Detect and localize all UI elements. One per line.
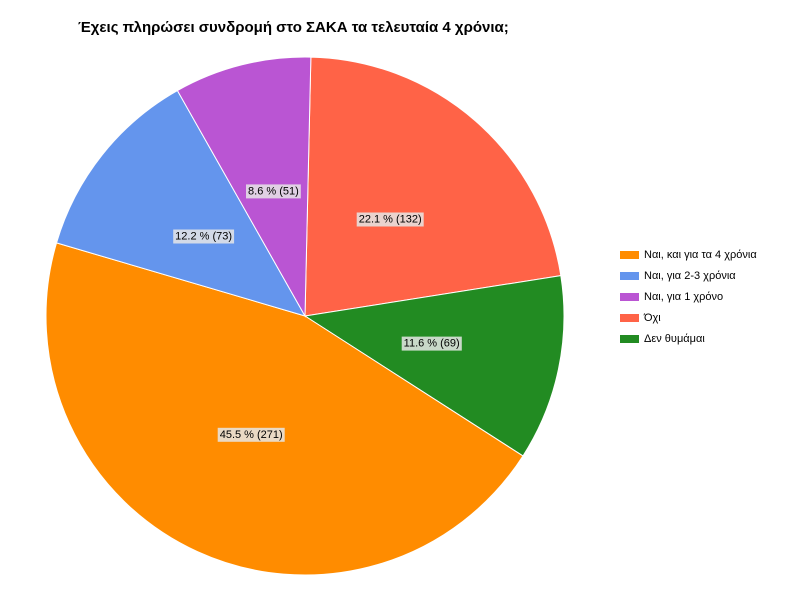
- pie-slice: [45, 242, 524, 576]
- slice-data-label-bg: [401, 336, 462, 351]
- slice-data-label: 45.5 % (271): [217, 427, 285, 442]
- legend-label: Όχι: [644, 311, 661, 324]
- legend-label: Ναι, για 2-3 χρόνια: [644, 269, 736, 282]
- slice-data-label-bg: [246, 184, 301, 199]
- slice-data-label-text: 12.2 % (73): [175, 231, 232, 243]
- chart-title: Έχεις πληρώσει συνδρομή στο ΣΑΚΑ τα τελε…: [78, 19, 509, 36]
- legend-item: Όχι: [620, 307, 757, 328]
- legend-item: Δεν θυμάμαι: [620, 328, 757, 349]
- chart-legend: Ναι, και για τα 4 χρόνια Ναι, για 2-3 χρό…: [620, 244, 757, 349]
- legend-swatch: [620, 271, 639, 280]
- legend-item: Ναι, για 2-3 χρόνια: [620, 265, 757, 286]
- slice-data-label: 22.1 % (132): [356, 212, 424, 227]
- pie-slice: [303, 275, 565, 457]
- legend-swatch: [620, 313, 639, 322]
- legend-swatch: [620, 334, 639, 343]
- pie-slice: [176, 56, 312, 318]
- slice-data-label-text: 45.5 % (271): [220, 429, 283, 441]
- legend-label: Δεν θυμάμαι: [644, 332, 705, 345]
- legend-item: Ναι, για 1 χρόνο: [620, 286, 757, 307]
- slice-data-label: 8.6 % (51): [246, 184, 301, 199]
- legend-swatch: [620, 250, 639, 259]
- slice-data-label: 11.6 % (69): [401, 336, 462, 351]
- slice-data-label: 12.2 % (73): [173, 229, 235, 244]
- slice-data-label-bg: [217, 427, 285, 442]
- slice-data-label-text: 22.1 % (132): [359, 214, 422, 226]
- legend-item: Ναι, και για τα 4 χρόνια: [620, 244, 757, 265]
- pie-slice: [304, 56, 562, 317]
- slice-data-label-bg: [356, 212, 424, 227]
- legend-swatch: [620, 292, 639, 301]
- legend-label: Ναι, και για τα 4 χρόνια: [644, 248, 757, 261]
- legend-label: Ναι, για 1 χρόνο: [644, 290, 724, 303]
- pie-slice: [55, 89, 307, 317]
- slice-data-label-bg: [173, 229, 235, 244]
- slice-data-label-text: 8.6 % (51): [248, 185, 299, 197]
- slice-data-label-text: 11.6 % (69): [404, 338, 460, 350]
